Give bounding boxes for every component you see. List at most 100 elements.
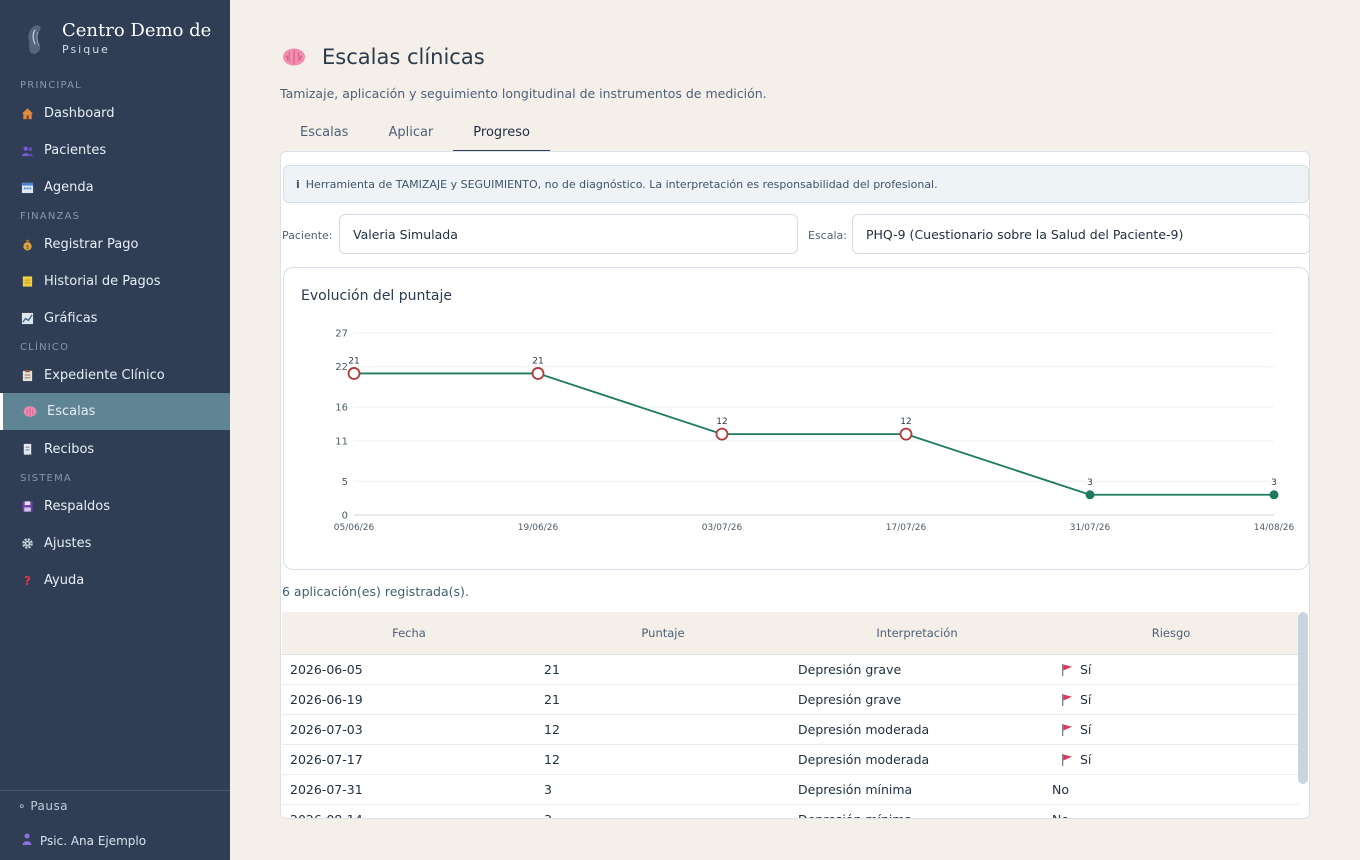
- scale-label: Escala:: [808, 229, 847, 242]
- user-name: Psic. Ana Ejemplo: [40, 833, 147, 848]
- cell-puntaje: 21: [536, 655, 790, 684]
- cell-interpretacion-text: Depresión moderada: [798, 751, 930, 767]
- column-header-interpretacion[interactable]: Interpretación: [876, 626, 958, 640]
- cell-interpretacion: Depresión moderada: [790, 745, 1044, 774]
- cell-fecha: 2026-06-19: [282, 685, 536, 714]
- cell-fecha: 2026-06-05: [282, 655, 536, 684]
- cell-interpretacion: Depresión grave: [790, 655, 1044, 684]
- sidebar-item-respaldos[interactable]: Respaldos: [0, 488, 230, 525]
- chart-card: Evolución del puntaje 0 5 11 16 22 27 05/06/26…: [283, 267, 1309, 570]
- question-icon: ?: [20, 574, 34, 588]
- cell-fecha: 2026-07-03: [282, 715, 536, 744]
- data-label: 21: [348, 356, 359, 366]
- sidebar: Centro Demo de Psicología Psique PRINCIP…: [0, 0, 230, 860]
- sidebar-item-label: Gráficas: [44, 311, 98, 326]
- sidebar-item-escalas[interactable]: Escalas: [0, 393, 230, 430]
- page-subtitle: Tamizaje, aplicación y seguimiento longi…: [280, 86, 767, 101]
- sidebar-item-label: Historial de Pagos: [44, 274, 161, 289]
- table-body: 2026-06-05 21 Depresión grave Sí 2026-06-19 2…: [282, 655, 1298, 819]
- sidebar-item-label: Respaldos: [44, 499, 111, 514]
- data-point: [715, 427, 729, 441]
- table-row[interactable]: 2026-07-17 12 Depresión moderada Sí: [282, 745, 1298, 775]
- sidebar-item-ajustes[interactable]: Ajustes: [0, 525, 230, 562]
- brand-logo-icon: [28, 25, 41, 54]
- disclaimer-notice: i Herramienta de TAMIZAJE y SEGUIMIENTO,…: [283, 165, 1309, 203]
- page-title: Escalas clínicas: [322, 45, 485, 69]
- pause-label: Pausa: [30, 799, 69, 813]
- column-header-puntaje[interactable]: Puntaje: [641, 626, 685, 640]
- sidebar-item-ayuda[interactable]: ? Ayuda: [0, 562, 230, 599]
- cell-riesgo: No: [1044, 805, 1298, 819]
- scale-select[interactable]: PHQ-9 (Cuestionario sobre la Salud del P…: [852, 214, 1309, 254]
- cell-interpretacion-text: Depresión grave: [798, 691, 902, 707]
- tab-aplicar[interactable]: Aplicar: [388, 125, 434, 140]
- cell-fecha: 2026-07-17: [282, 745, 536, 774]
- sidebar-item-graficas[interactable]: Gráficas: [0, 300, 230, 337]
- cell-interpretacion: Depresión grave: [790, 685, 1044, 714]
- brain-icon: [283, 48, 305, 66]
- data-point: [531, 367, 545, 380]
- tab-escalas[interactable]: Escalas: [300, 125, 349, 140]
- table-scrollbar[interactable]: [1298, 612, 1308, 784]
- sidebar-item-agenda[interactable]: Agenda: [0, 169, 230, 206]
- tab-progreso[interactable]: Progreso: [453, 119, 550, 152]
- x-tick-label: 05/06/26: [334, 523, 375, 533]
- table-row[interactable]: 2026-07-03 12 Depresión moderada Sí: [282, 715, 1298, 745]
- sidebar-item-dashboard[interactable]: Dashboard: [0, 95, 230, 132]
- patient-select[interactable]: Valeria Simulada: [339, 214, 798, 254]
- cell-puntaje-text: 3: [544, 781, 552, 797]
- data-label: 3: [1087, 478, 1093, 488]
- patient-label: Paciente:: [282, 229, 333, 242]
- sidebar-item-pacientes[interactable]: Pacientes: [0, 132, 230, 169]
- gear-icon: [20, 537, 34, 551]
- user-icon: [22, 833, 32, 848]
- cell-puntaje-text: 12: [544, 721, 560, 737]
- column-header-riesgo[interactable]: Riesgo: [1151, 626, 1191, 640]
- cell-interpretacion-text: Depresión mínima: [798, 781, 913, 797]
- sidebar-item-historial-pagos[interactable]: Historial de Pagos: [0, 263, 230, 300]
- cell-fecha: 2026-07-31: [282, 775, 536, 804]
- sidebar-item-label: Recibos: [44, 442, 95, 457]
- svg-text:$: $: [25, 245, 29, 251]
- table-row[interactable]: 2026-06-19 21 Depresión grave Sí: [282, 685, 1298, 715]
- brand-subtitle: Psique: [62, 43, 110, 56]
- sidebar-item-recibos[interactable]: Recibos: [0, 431, 230, 468]
- cell-fecha-text: 2026-07-17: [290, 751, 363, 767]
- table-row[interactable]: 2026-07-31 3 Depresión mínima No: [282, 775, 1298, 805]
- column-header-fecha[interactable]: Fecha: [392, 626, 426, 640]
- cell-riesgo: Sí: [1044, 685, 1298, 714]
- chart-icon: [20, 312, 34, 326]
- notice-text: Herramienta de TAMIZAJE y SEGUIMIENTO, n…: [305, 177, 938, 191]
- cell-fecha-text: 2026-06-05: [290, 661, 363, 677]
- sidebar-item-registrar-pago[interactable]: $ Registrar Pago: [0, 226, 230, 263]
- table-header: Fecha Puntaje Interpretación Riesgo: [282, 612, 1298, 655]
- cell-riesgo: Sí: [1044, 655, 1298, 684]
- brand: Centro Demo de Psicología Psique: [20, 20, 212, 60]
- cell-fecha: 2026-08-14: [282, 805, 536, 819]
- cell-puntaje: 12: [536, 745, 790, 774]
- sidebar-item-label: Pacientes: [44, 143, 107, 158]
- cell-fecha-text: 2026-06-19: [290, 691, 363, 707]
- pause-button[interactable]: ∘ Pausa: [18, 799, 68, 813]
- data-point: [1085, 490, 1095, 500]
- x-tick-label: 14/08/26: [1254, 523, 1295, 533]
- cell-riesgo-text: Sí: [1080, 721, 1092, 737]
- progress-panel: i Herramienta de TAMIZAJE y SEGUIMIENTO,…: [280, 151, 1310, 819]
- cell-riesgo-text: No: [1052, 811, 1069, 819]
- sidebar-item-label: Escalas: [47, 404, 96, 419]
- cell-riesgo: Sí: [1044, 715, 1298, 744]
- table-row[interactable]: 2026-08-14 3 Depresión mínima No: [282, 805, 1298, 819]
- section-sistema: SISTEMA: [20, 473, 72, 484]
- y-tick-label: 0: [342, 511, 348, 522]
- section-principal: PRINCIPAL: [20, 80, 82, 91]
- table-row[interactable]: 2026-06-05 21 Depresión grave Sí: [282, 655, 1298, 685]
- cell-riesgo-text: No: [1052, 781, 1069, 797]
- clipboard-icon: [20, 369, 34, 383]
- sidebar-item-expediente-clinico[interactable]: Expediente Clínico: [0, 357, 230, 394]
- user-profile[interactable]: Psic. Ana Ejemplo: [22, 833, 146, 848]
- cell-riesgo-text: Sí: [1080, 691, 1092, 707]
- y-tick-label: 11: [335, 436, 348, 447]
- cell-puntaje-text: 3: [544, 811, 552, 819]
- cell-interpretacion: Depresión mínima: [790, 805, 1044, 819]
- sidebar-item-label: Expediente Clínico: [44, 368, 165, 383]
